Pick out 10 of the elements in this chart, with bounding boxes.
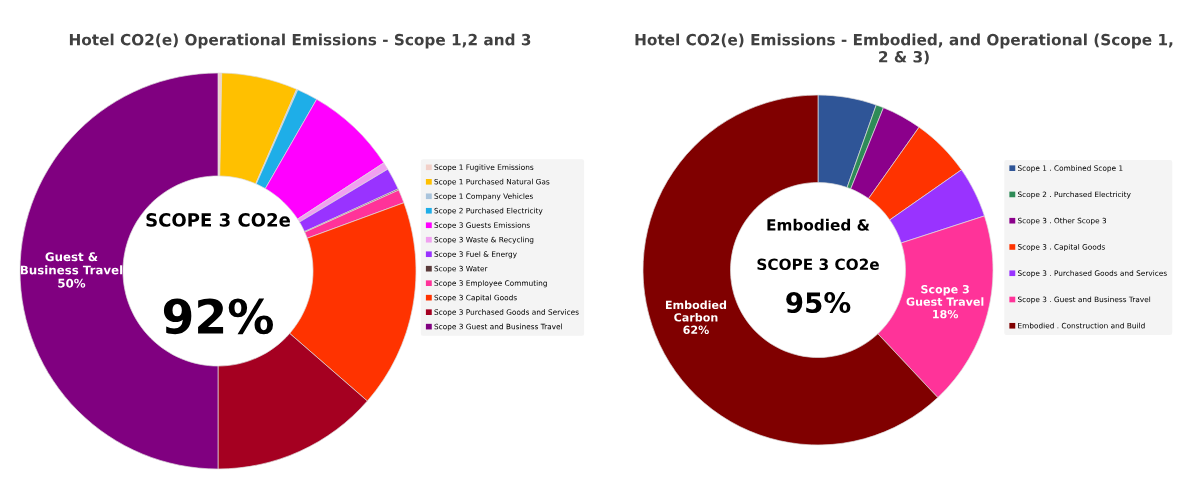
text: 95%: [786, 292, 851, 314]
text: SCOPE 3 CO2e: [757, 258, 879, 271]
data-label: Guest & Business Travel 50%: [20, 252, 123, 288]
text: Embodied &: [767, 218, 870, 231]
data-label: Scope 3 Guest Travel 18%: [906, 285, 984, 319]
text: SCOPE 3 CO2e: [146, 213, 290, 227]
chart-title: Hotel CO2(e) Operational Emissions - Scope 1,2 and 3: [69, 33, 531, 49]
data-label: Embodied Carbon 62%: [665, 300, 727, 334]
text: 92%: [163, 298, 274, 335]
chart-title: Hotel CO2(e) Emissions - Embodied, and Operational (Scope 1, 2 & 3): [635, 33, 1173, 65]
